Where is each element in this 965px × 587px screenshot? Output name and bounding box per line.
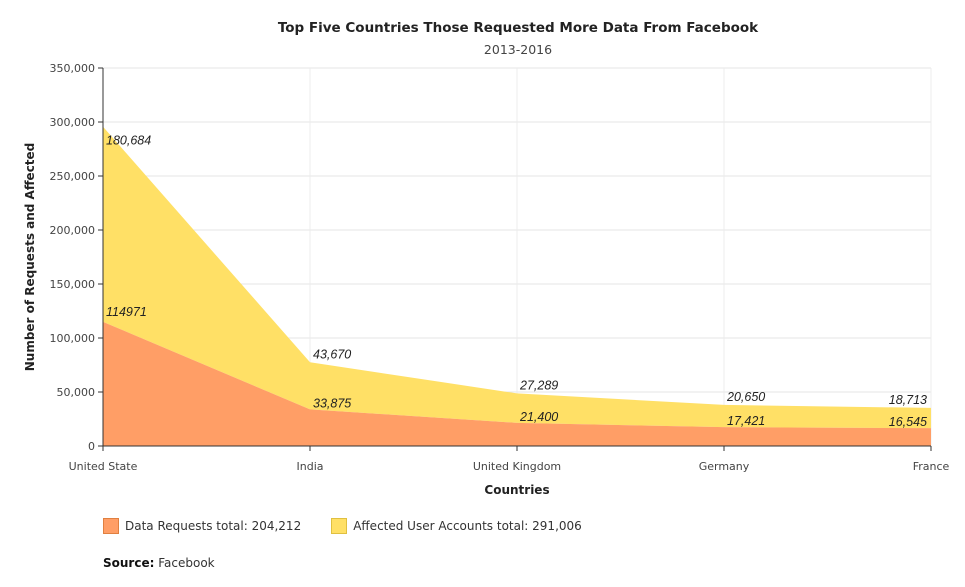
data-label-affected: 43,670: [313, 347, 351, 361]
legend-label-data-requests: Data Requests total: 204,212: [125, 519, 302, 533]
y-tick-label: 350,000: [50, 62, 96, 75]
data-label-requests: 33,875: [313, 396, 351, 410]
legend-swatch-affected-accounts: [331, 518, 348, 534]
y-tick-label: 300,000: [50, 116, 96, 129]
y-tick-label: 100,000: [50, 332, 96, 345]
source-label: Source:: [103, 556, 155, 570]
data-label-affected: 18,713: [889, 393, 927, 407]
chart-subtitle: 2013-2016: [483, 42, 553, 57]
data-label-requests: 16,545: [889, 415, 927, 429]
legend-item-data-requests[interactable]: Data Requests total: 204,212: [103, 518, 301, 534]
legend-item-affected-accounts[interactable]: Affected User Accounts total: 291,006: [331, 518, 582, 534]
source-value: Facebook: [158, 556, 215, 570]
y-tick-label: 0: [88, 440, 95, 453]
chart-title: Top Five Countries Those Requested More …: [277, 20, 759, 36]
legend-label-affected-accounts: Affected User Accounts total: 291,006: [353, 519, 582, 533]
y-tick-label: 150,000: [50, 278, 96, 291]
legend: Data Requests total: 204,212 Affected Us…: [103, 518, 582, 534]
x-tick-label: United State: [69, 460, 138, 473]
chart-plot: 0 50,000 100,000 150,000 200,000 250,000 300,0…: [23, 62, 950, 497]
y-tick-label: 250,000: [50, 170, 96, 183]
y-tick-label: 200,000: [50, 224, 96, 237]
x-tick-label: United Kingdom: [473, 460, 561, 473]
y-tick-label: 50,000: [57, 386, 96, 399]
data-label-affected: 20,650: [726, 390, 765, 404]
y-axis-title: Number of Requests and Affected: [23, 143, 37, 372]
data-label-affected: 180,684: [106, 134, 151, 148]
data-label-requests: 114971: [106, 305, 147, 319]
legend-swatch-data-requests: [103, 518, 119, 534]
source-note: Source: Facebook: [103, 556, 215, 570]
data-label-affected: 27,289: [519, 378, 558, 392]
x-tick-label: India: [297, 460, 324, 473]
x-axis-title: Countries: [484, 483, 549, 497]
data-label-requests: 17,421: [727, 414, 765, 428]
x-tick-label: France: [913, 460, 950, 473]
area-data-requests: [103, 321, 931, 446]
x-tick-label: Germany: [699, 460, 750, 473]
data-label-requests: 21,400: [519, 410, 558, 424]
